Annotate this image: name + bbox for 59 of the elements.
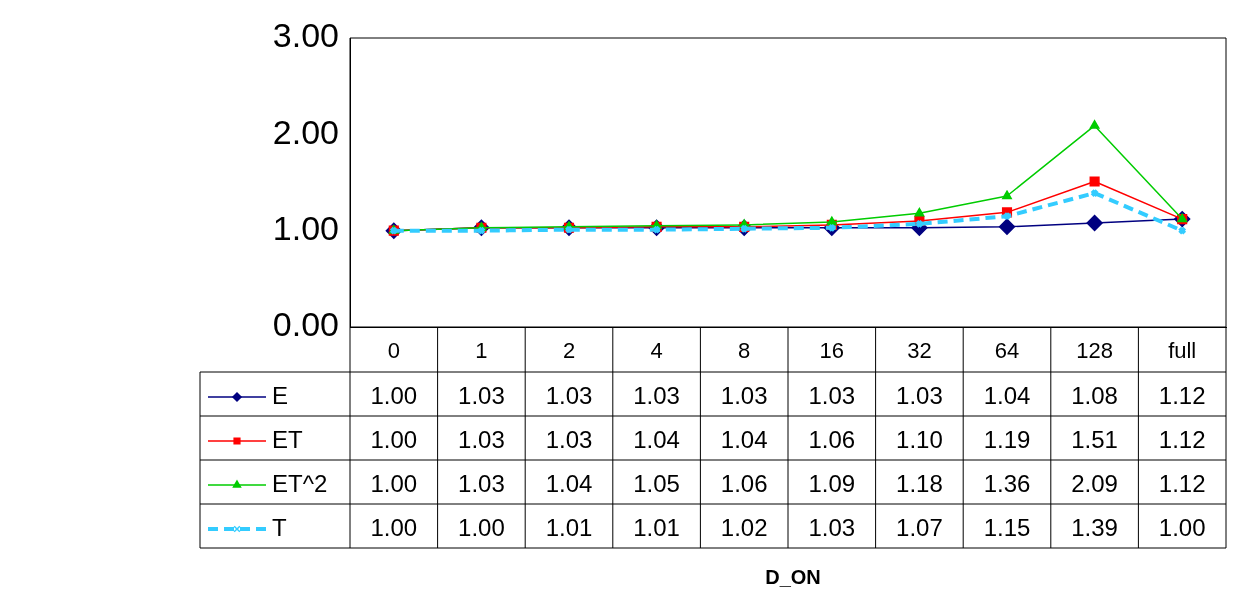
data-label: 1.08 <box>1071 381 1118 409</box>
data-label: 1.00 <box>370 425 418 453</box>
y-tick-label: 0.00 <box>272 305 339 344</box>
legend-label: E <box>272 381 289 409</box>
legend-label: T <box>272 513 287 541</box>
data-label: 1.03 <box>896 381 943 409</box>
data-label: 1.03 <box>808 381 856 409</box>
data-label: 1.03 <box>545 425 593 453</box>
data-label: 1.04 <box>633 425 680 453</box>
data-label: 2.09 <box>1071 469 1118 497</box>
x-tick-label: 128 <box>1076 338 1113 364</box>
data-label: 1.03 <box>720 381 768 409</box>
data-label: 1.05 <box>633 469 680 497</box>
x-tick-label: 16 <box>819 338 845 364</box>
data-label: 1.15 <box>983 513 1031 541</box>
data-label: 1.36 <box>983 469 1031 497</box>
data-label: 1.10 <box>896 425 943 453</box>
y-tick-label: 2.00 <box>272 112 339 151</box>
data-label: 1.01 <box>545 513 593 541</box>
legend-label: ET <box>272 425 304 453</box>
data-label: 1.00 <box>458 513 505 541</box>
data-label: 1.00 <box>370 513 418 541</box>
x-tick-label: full <box>1168 338 1197 364</box>
x-tick-label: 64 <box>994 338 1020 364</box>
data-label: 1.19 <box>983 425 1031 453</box>
y-tick-label: 1.00 <box>272 209 339 248</box>
data-label: 1.03 <box>633 381 680 409</box>
data-label: 1.51 <box>1071 425 1118 453</box>
x-tick-label: 0 <box>387 338 400 364</box>
data-label: 1.00 <box>370 381 418 409</box>
x-tick-label: 4 <box>650 338 663 364</box>
data-label: 1.03 <box>545 381 593 409</box>
x-tick-label: 1 <box>475 338 488 364</box>
data-label: 1.39 <box>1071 513 1118 541</box>
x-tick-label: 8 <box>738 338 751 364</box>
data-label: 1.06 <box>720 469 768 497</box>
data-label: 1.04 <box>983 381 1031 409</box>
data-label: 1.04 <box>720 425 768 453</box>
x-tick-label: 2 <box>562 338 576 364</box>
data-label: 1.12 <box>1158 425 1206 453</box>
data-label: 1.03 <box>808 513 856 541</box>
legend-label: ET^2 <box>272 469 328 497</box>
text: D_ON <box>765 565 821 588</box>
data-label: 1.02 <box>720 513 768 541</box>
data-label: 1.12 <box>1158 469 1206 497</box>
data-label: 1.01 <box>633 513 680 541</box>
data-label: 1.07 <box>896 513 943 541</box>
data-label: 1.03 <box>458 425 505 453</box>
data-label: 1.00 <box>1158 513 1206 541</box>
data-label: 1.03 <box>458 381 505 409</box>
data-label: 1.04 <box>545 469 593 497</box>
data-label: 1.06 <box>808 425 856 453</box>
x-tick-label: 32 <box>907 338 932 364</box>
data-label: 1.03 <box>458 469 505 497</box>
data-label: 1.00 <box>370 469 418 497</box>
y-tick-label: 3.00 <box>272 16 339 55</box>
data-label: 1.18 <box>896 469 943 497</box>
data-label: 1.12 <box>1158 381 1206 409</box>
data-label: 1.09 <box>808 469 856 497</box>
